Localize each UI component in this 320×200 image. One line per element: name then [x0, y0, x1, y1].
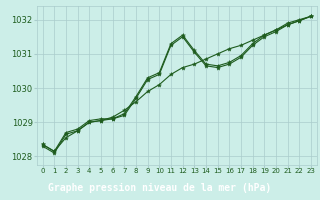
Text: Graphe pression niveau de la mer (hPa): Graphe pression niveau de la mer (hPa) — [48, 183, 272, 193]
